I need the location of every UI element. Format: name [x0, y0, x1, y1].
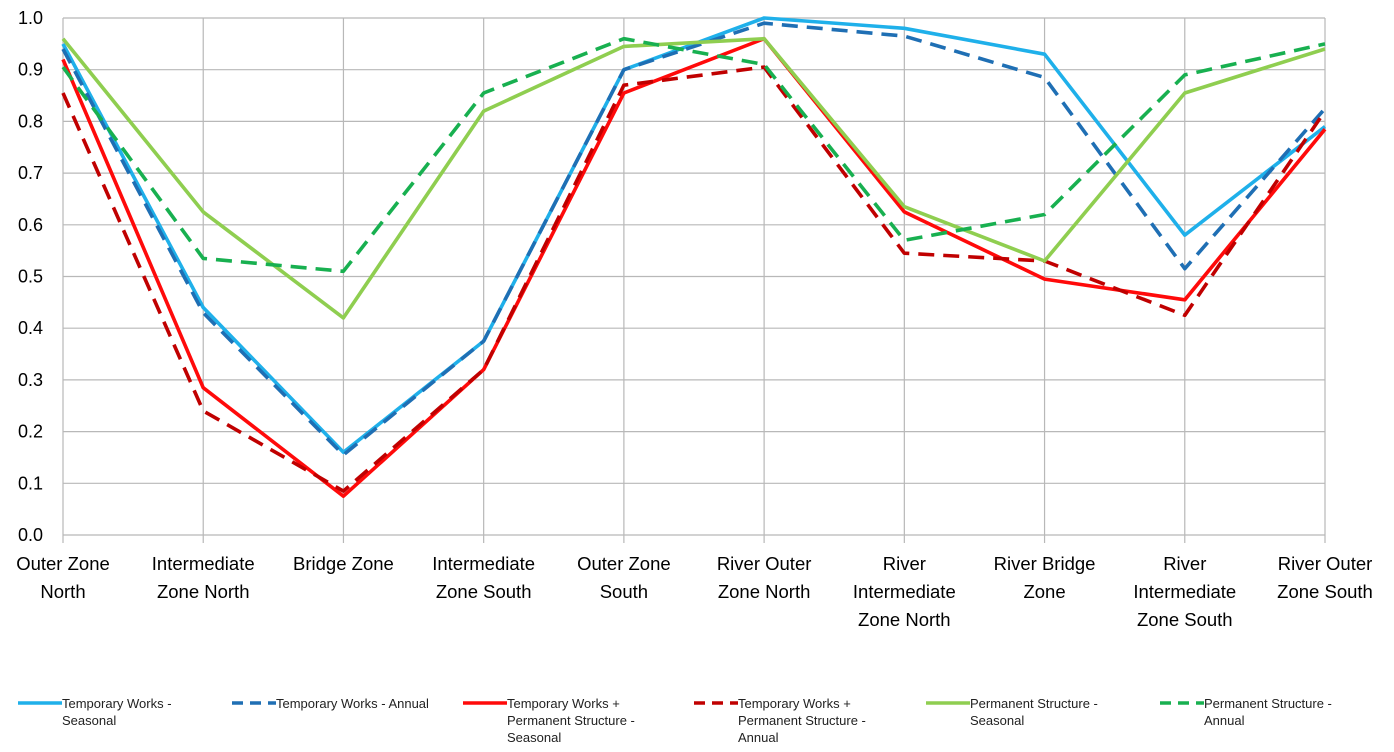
legend-label: Permanent Structure -Seasonal: [970, 696, 1098, 728]
legend-item-5: Permanent Structure -Seasonal: [926, 696, 1098, 728]
series-lines: [61, 16, 1327, 499]
legend-label: Temporary Works + Permanent Structure -An…: [738, 696, 866, 745]
x-category-label: Intermediate Zone South: [432, 553, 535, 602]
y-tick-label: 0.2: [18, 422, 43, 442]
x-category-label: River Bridge Zone: [994, 553, 1096, 602]
x-category-label: Bridge Zone: [293, 553, 394, 574]
y-tick-label: 0.1: [18, 473, 43, 493]
y-tick-label: 0.8: [18, 111, 43, 131]
x-category-label: River Intermediate Zone South: [1133, 553, 1236, 630]
x-category-label: River Intermediate Zone North: [853, 553, 956, 630]
series-line-6: [61, 36, 1326, 274]
y-tick-label: 0.4: [18, 318, 43, 338]
legend-item-4: Temporary Works + Permanent Structure -An…: [694, 696, 866, 745]
y-tick-label: 0.9: [18, 60, 43, 80]
x-category-label: River Outer Zone South: [1277, 553, 1373, 602]
y-tick-label: 0.7: [18, 163, 43, 183]
series-line-1: [61, 16, 1327, 455]
x-category-label: Outer Zone South: [577, 553, 671, 602]
legend-label: Temporary Works - Annual: [276, 696, 429, 711]
series-line-2: [61, 21, 1327, 457]
legend-item-2: Temporary Works - Annual: [232, 696, 429, 711]
legend-item-3: Temporary Works + Permanent Structure -Se…: [463, 696, 635, 745]
legend-label: Temporary Works + Permanent Structure -Se…: [507, 696, 635, 745]
legend-item-6: Permanent Structure -Annual: [1160, 696, 1332, 728]
series-line-3: [61, 36, 1327, 499]
x-category-label: Outer Zone North: [16, 553, 110, 602]
x-category-label: River Outer Zone North: [717, 553, 812, 602]
series-line-4: [61, 65, 1327, 493]
legend: Temporary Works -Seasonal Temporary Works…: [18, 696, 1332, 745]
y-tick-label: 0.0: [18, 525, 43, 545]
y-tick-label: 0.6: [18, 215, 43, 235]
y-tick-label: 0.3: [18, 370, 43, 390]
y-tick-label: 1.0: [18, 8, 43, 28]
legend-label: Temporary Works -Seasonal: [62, 696, 172, 728]
x-axis-category-labels: Outer Zone North Intermediate Zone North Bri…: [16, 553, 1373, 630]
y-axis-tick-labels: 0.0 0.1 0.2 0.3 0.4 0.5 0.6 0.7 0.8 0.9 1.0: [18, 8, 43, 545]
legend-item-1: Temporary Works -Seasonal: [18, 696, 172, 728]
legend-label: Permanent Structure -Annual: [1204, 696, 1332, 728]
x-category-label: Intermediate Zone North: [152, 553, 255, 602]
grid-lines: [62, 17, 1326, 543]
y-tick-label: 0.5: [18, 267, 43, 287]
